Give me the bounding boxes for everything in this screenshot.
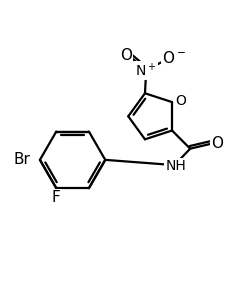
Text: O$^-$: O$^-$ xyxy=(162,50,186,66)
Text: F: F xyxy=(52,190,61,205)
Text: N$^+$: N$^+$ xyxy=(136,62,157,79)
Text: O: O xyxy=(120,48,132,63)
Text: Br: Br xyxy=(14,152,31,167)
Text: NH: NH xyxy=(165,158,186,173)
Text: O: O xyxy=(175,94,186,108)
Text: O: O xyxy=(211,136,223,151)
